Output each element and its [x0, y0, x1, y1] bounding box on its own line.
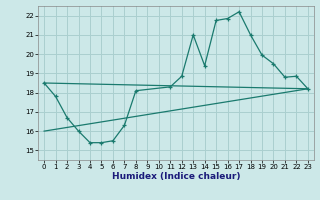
X-axis label: Humidex (Indice chaleur): Humidex (Indice chaleur)	[112, 172, 240, 181]
